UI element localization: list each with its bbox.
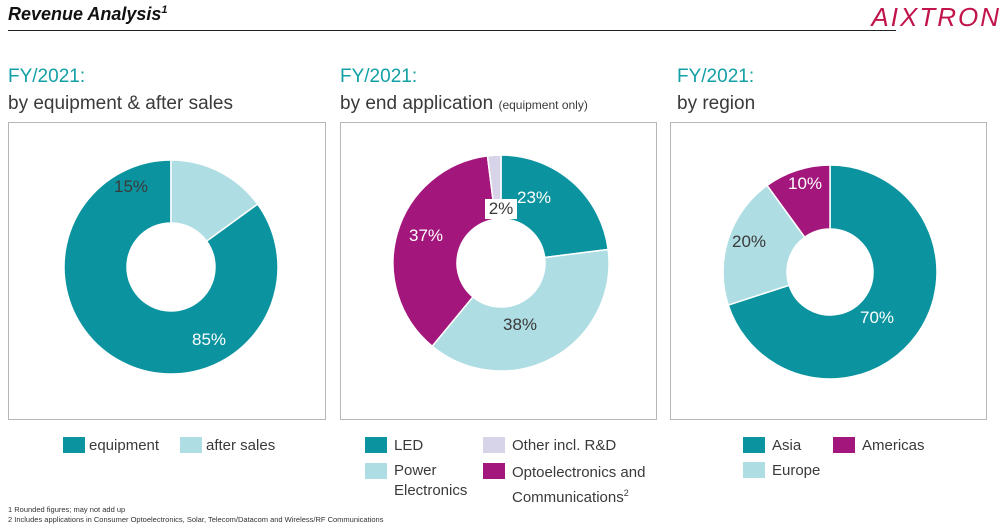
legend-swatch-after-sales <box>180 437 202 453</box>
data-label-equipment: 85% <box>192 330 226 349</box>
data-label-led: 23% <box>517 188 551 207</box>
data-label-bg-other <box>485 199 517 219</box>
donut-slice-europe <box>722 184 806 307</box>
panel2-subtitle: by end application (equipment only) <box>340 93 588 114</box>
page-title: Revenue Analysis1 <box>8 4 168 24</box>
data-label-asia: 70% <box>860 308 894 327</box>
legend-label-power: Power Electronics <box>394 462 468 499</box>
legend-swatch-asia <box>743 437 765 453</box>
donut-slice-led <box>500 154 609 259</box>
panel3-heading: FY/2021: <box>677 66 755 87</box>
donut-slice-power-electronics <box>431 248 610 372</box>
data-label-after-sales: 15% <box>114 177 148 196</box>
legend-label-asia: Asia <box>772 437 802 454</box>
data-label-power-electronics: 38% <box>503 315 537 334</box>
chart-panel-region: 70% 20% 10% <box>670 122 987 420</box>
donut-slice-asia <box>727 164 938 380</box>
legend-swatch-europe <box>743 462 765 478</box>
donut-chart-application: 23% 38% 37% 2% <box>392 154 610 372</box>
legend-label-led: LED <box>394 437 424 454</box>
legend-label-americas: Americas <box>862 437 925 454</box>
data-label-americas: 10% <box>788 174 822 193</box>
legend-label-other: Other incl. R&D <box>512 437 617 454</box>
legend-swatch-opto <box>483 463 505 479</box>
legend-swatch-power <box>365 463 387 479</box>
legend-label-opto: Optoelectronics and Communications2 <box>512 464 646 506</box>
legend-swatch-led <box>365 437 387 453</box>
legend-swatch-americas <box>833 437 855 453</box>
legend-label-equipment: equipment <box>89 437 160 454</box>
panel1-heading: FY/2021: <box>8 66 86 87</box>
panel1-subtitle: by equipment & after sales <box>8 93 233 114</box>
legend-swatch-other <box>483 437 505 453</box>
data-label-other-incl-r-d: 2% <box>489 199 514 218</box>
donut-slice-americas <box>766 164 831 239</box>
donut-chart-region: 70% 20% 10% <box>722 164 938 380</box>
legend-label-after-sales: after sales <box>206 437 276 454</box>
aixtron-logo: AIXTRON <box>871 2 1001 32</box>
donut-slice-optoelectronics-and-communications <box>392 155 497 348</box>
footnote-1: 1 Rounded figures; may not add up <box>8 505 126 514</box>
title-divider <box>8 30 896 31</box>
data-label-europe: 20% <box>732 232 766 251</box>
chart-panel-equipment: 85% 15% <box>8 122 326 420</box>
donut-chart-equipment: 85% 15% <box>63 159 279 375</box>
panel3-subtitle: by region <box>677 93 756 114</box>
legend-swatch-equipment <box>63 437 85 453</box>
footnote-2: 2 Includes applications in Consumer Opto… <box>8 515 384 524</box>
donut-slice-equipment <box>63 159 279 375</box>
chart-panel-application: 23% 38% 37% 2% <box>340 122 657 420</box>
panel2-heading: FY/2021: <box>340 66 418 87</box>
data-label-optoelectronics-and-communications: 37% <box>409 226 443 245</box>
donut-slice-after-sales <box>170 159 259 243</box>
legend-label-europe: Europe <box>772 462 821 479</box>
